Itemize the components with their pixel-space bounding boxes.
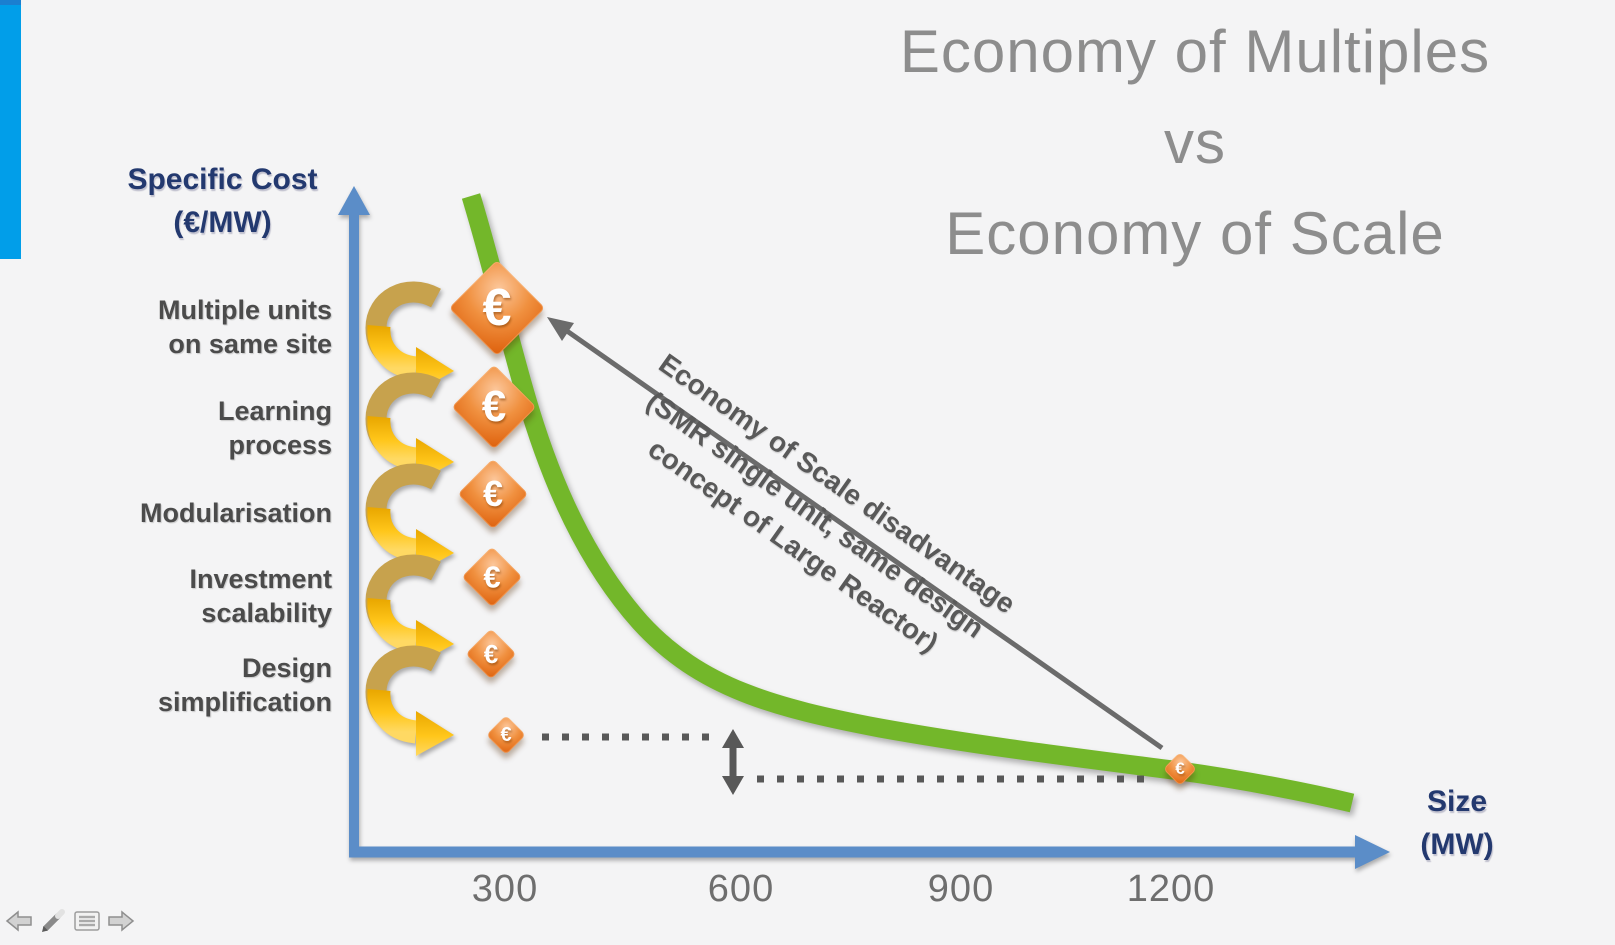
slide-title-line-3: Economy of Scale	[945, 200, 1445, 267]
notes-button[interactable]	[72, 906, 102, 938]
factor-line: process	[228, 430, 332, 460]
cost-gap-arrowhead-up	[722, 729, 744, 748]
scale-disadvantage-arrow-shaft	[555, 321, 1164, 751]
factor-line: Modularisation	[139, 498, 332, 528]
euro-symbol: €	[483, 559, 501, 594]
euro-diamond-3: €	[457, 458, 529, 530]
euro-symbol: €	[483, 638, 499, 669]
factor-line: Design	[241, 653, 332, 683]
x-tick-300: 300	[471, 868, 539, 910]
slide-accent-bar-cap	[0, 0, 21, 5]
cost-gap-arrowhead-down	[722, 776, 744, 795]
factor-line: Learning	[217, 396, 332, 426]
next-slide-button[interactable]	[106, 906, 136, 938]
slide-title-line-1: Economy of Multiples	[899, 18, 1491, 85]
large-reactor-euro-diamond: €	[1163, 752, 1197, 786]
improvement-spiral-arrows	[376, 292, 454, 756]
euro-diamond-2: €	[451, 364, 537, 450]
factor-line: scalability	[201, 598, 332, 628]
arrow-right-icon	[108, 909, 135, 932]
x-tick-600: 600	[707, 868, 775, 910]
euro-symbol: €	[482, 279, 512, 337]
euro-symbol: €	[1175, 759, 1185, 778]
factor-line: on same site	[168, 329, 332, 359]
x-axis-title-line-1: Size	[1426, 785, 1488, 818]
euro-symbol: €	[481, 382, 507, 431]
euro-symbol: €	[500, 723, 512, 746]
factor-line: simplification	[157, 687, 332, 717]
euro-diamond-5: €	[465, 628, 517, 680]
euro-diamond-6: €	[486, 715, 526, 755]
factor-label-multiple-units: Multiple units on same site	[88, 293, 332, 361]
factor-label-investment-scalability: Investment scalability	[88, 562, 332, 630]
scale-disadvantage-arrow	[547, 317, 1164, 751]
cost-gap-annotation	[542, 729, 1150, 795]
pencil-icon	[42, 908, 65, 932]
factor-label-design-simplification: Design simplification	[88, 651, 332, 719]
arrow-left-icon	[5, 909, 32, 932]
y-axis-title: Specific Cost (€/MW)	[100, 158, 345, 244]
slide-accent-bar	[0, 0, 21, 259]
y-axis-title-line-2: (€/MW)	[173, 206, 272, 239]
factor-line: Multiple units	[158, 295, 332, 325]
x-axis-title-line-2: (MW)	[1420, 828, 1494, 861]
slide-title: Economy of Multiples vs Economy of Scale	[840, 6, 1550, 279]
euro-diamond-4: €	[461, 546, 523, 608]
viewer-controls	[4, 906, 136, 938]
pen-tool-button[interactable]	[38, 906, 68, 938]
x-axis-title: Size (MW)	[1392, 780, 1522, 866]
factor-label-modularisation: Modularisation	[88, 496, 332, 530]
x-axis-arrowhead	[1355, 835, 1390, 869]
factor-line: Investment	[189, 564, 332, 594]
slide-title-line-2: vs	[1164, 109, 1226, 176]
y-axis-title-line-1: Specific Cost	[127, 163, 318, 196]
euro-diamond-1: €	[448, 259, 546, 357]
economy-of-scale-curve	[461, 193, 1355, 813]
x-tick-1200: 1200	[1126, 868, 1216, 910]
scale-disadvantage-arrowhead	[547, 317, 574, 341]
axes	[338, 186, 1390, 869]
x-tick-900: 900	[927, 868, 995, 910]
previous-slide-button[interactable]	[4, 906, 34, 938]
factor-label-learning-process: Learning process	[88, 394, 332, 462]
notes-icon	[74, 910, 100, 931]
euro-symbol: €	[482, 473, 504, 514]
y-axis-arrowhead	[338, 186, 370, 215]
